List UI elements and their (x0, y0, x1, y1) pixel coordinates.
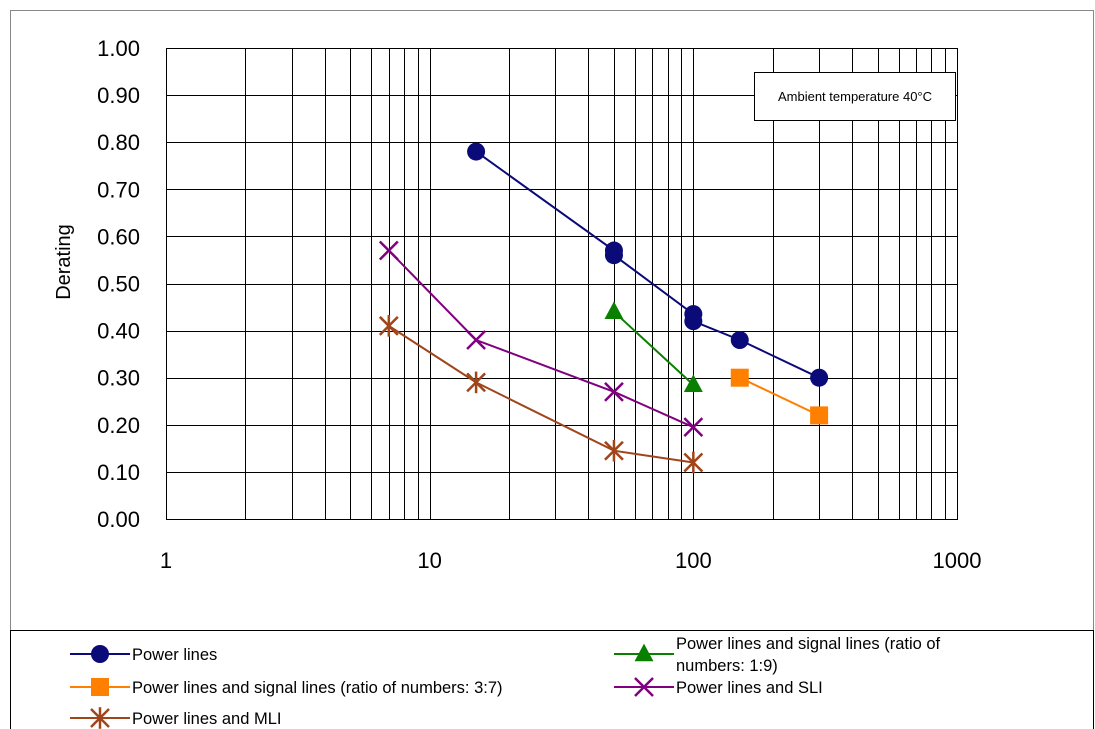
data-point-asterisk (604, 439, 624, 462)
data-point-triangle (683, 374, 703, 392)
annotation-text: Ambient temperature 40°C (778, 89, 932, 104)
data-point-x (466, 330, 486, 350)
chart-outer-border (10, 10, 1094, 729)
data-point-asterisk (378, 315, 399, 337)
data-point-circle (467, 142, 486, 161)
data-point-x (604, 381, 624, 402)
series-line (739, 376, 820, 417)
legend-box (10, 630, 1094, 729)
y-tick-label: 0.90 (97, 83, 140, 108)
data-point-square (810, 406, 829, 425)
series-1 (467, 142, 829, 387)
legend-label: Power lines (132, 646, 217, 664)
y-tick-label: 0.40 (97, 319, 140, 344)
series-line (388, 249, 694, 429)
legend-label: Power lines and SLI (676, 679, 823, 697)
x-tick-label: 100 (675, 548, 712, 573)
legend-item-3: Power lines and MLI (70, 707, 282, 729)
data-point-x (378, 240, 399, 261)
y-tick-label: 0.20 (97, 413, 140, 438)
data-point-triangle (604, 301, 624, 319)
x-tick-label: 10 (417, 548, 441, 573)
series-4 (604, 301, 703, 392)
y-tick-labels: 0.00 0.10 0.20 0.30 0.40 0.50 0.60 0.70 0.80 0.90… (97, 36, 140, 532)
data-point-triangle (634, 643, 654, 662)
series-layer (378, 142, 829, 474)
data-point-circle (684, 312, 703, 331)
series-line (613, 311, 694, 386)
data-point-x (634, 677, 654, 697)
data-point-circle (810, 368, 829, 387)
legend-label: numbers: 1:9) (676, 657, 778, 675)
legend-label: Power lines and MLI (132, 710, 282, 728)
annotation-box: Ambient temperature 40°C (754, 72, 956, 121)
data-point-asterisk (90, 707, 110, 729)
data-point-circle (730, 331, 749, 350)
y-tick-label: 0.70 (97, 177, 140, 202)
legend-item-5: Power lines and SLI (614, 677, 823, 697)
data-point-square (730, 368, 749, 387)
x-tick-label: 1 (160, 548, 172, 573)
y-tick-label: 0.10 (97, 460, 140, 485)
legend-label: Power lines and signal lines (ratio of n… (132, 679, 503, 697)
y-tick-label: 0.30 (97, 366, 140, 391)
series-5 (378, 240, 704, 438)
x-tick-label: 1000 (933, 548, 982, 573)
y-tick-label: 1.00 (97, 36, 140, 61)
legend-item-4: Power lines and signal lines (ratio of nu… (614, 635, 941, 675)
data-point-circle (604, 246, 623, 265)
y-tick-label: 0.80 (97, 130, 140, 155)
legend: Power lines Power lines and signal lines … (10, 630, 1094, 729)
legend-label: Power lines and signal lines (ratio of (676, 635, 941, 653)
legend-item-2: Power lines and signal lines (ratio of n… (70, 678, 503, 697)
legend-item-1: Power lines (70, 645, 217, 664)
y-tick-label: 0.60 (97, 224, 140, 249)
series-line (388, 325, 694, 464)
data-point-square (91, 678, 109, 696)
y-tick-label: 0.00 (97, 507, 140, 532)
series-2 (730, 368, 829, 425)
y-axis-label: Derating (53, 224, 75, 300)
x-tick-labels: 1 10 100 1000 (160, 548, 982, 573)
plot-area-border (166, 48, 958, 520)
data-point-x (683, 417, 704, 438)
data-point-asterisk (683, 451, 704, 474)
y-tick-label: 0.50 (97, 272, 140, 297)
data-point-circle (91, 645, 109, 663)
data-point-asterisk (466, 371, 486, 394)
series-3 (378, 315, 704, 474)
